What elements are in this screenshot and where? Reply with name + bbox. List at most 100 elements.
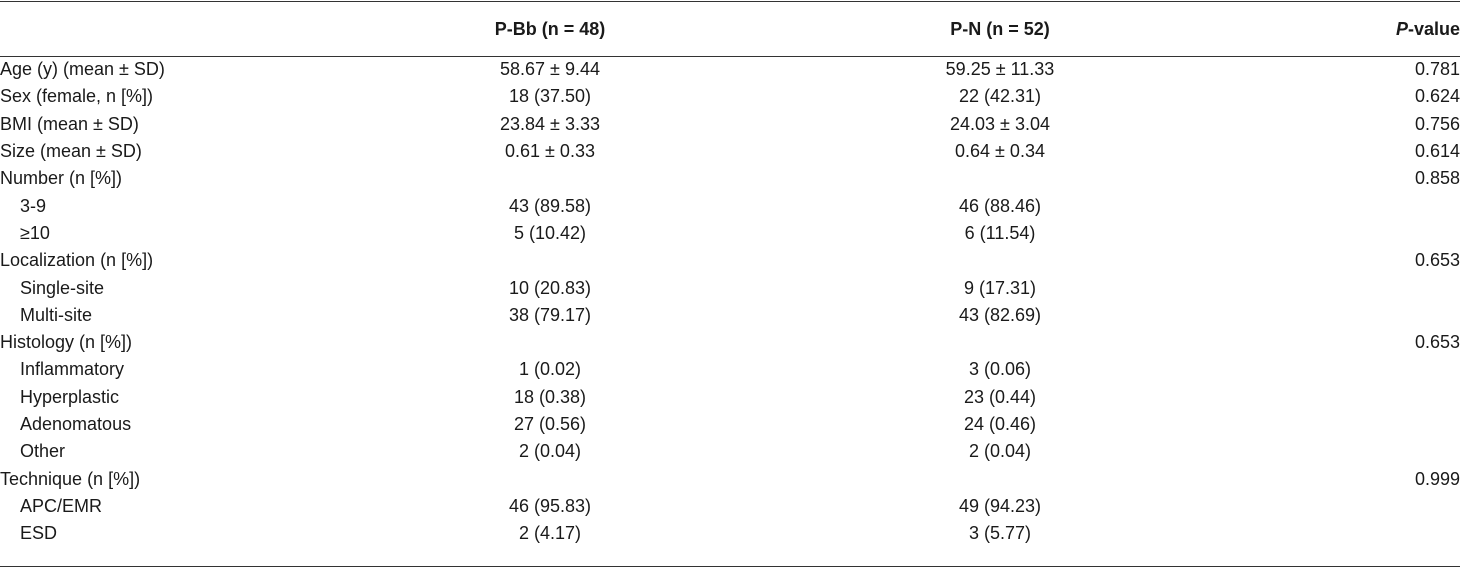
cell-pbb-value: 2 (4.17)	[518, 523, 582, 544]
table-row: Single-site 10 (20.83) 9 (17.31)	[0, 274, 1460, 301]
table-row: ESD 2 (4.17) 3 (5.77)	[0, 520, 1460, 547]
row-label: Age (y) (mean ± SD)	[0, 59, 165, 80]
cell-pbb-value: 23.84 ± 3.33	[500, 113, 600, 134]
cell-pn-value: 6 (11.54)	[964, 222, 1036, 243]
table-row: APC/EMR 46 (95.83) 49 (94.23)	[0, 493, 1460, 520]
header-p-italic: P	[1395, 18, 1408, 39]
row-label: APC/EMR	[20, 495, 103, 516]
table-row: Hyperplastic 18 (0.38) 23 (0.44)	[0, 384, 1460, 411]
table-row: BMI (mean ± SD) 23.84 ± 3.33 24.03 ± 3.04 0…	[0, 111, 1460, 138]
row-label: Adenomatous	[20, 414, 132, 434]
row-label: Size (mean ± SD)	[0, 141, 142, 162]
cell-p-value: 0.781	[1414, 59, 1460, 80]
cell-p-value	[1280, 192, 1460, 219]
cell-p-value: 0.999	[1414, 468, 1460, 489]
table-header: P-Bb (n = 48) P-N (n = 52) P-value	[0, 2, 1460, 56]
row-label: Sex (female, n [%])	[0, 86, 154, 107]
table-row: Age (y) (mean ± SD) 58.67 ± 9.44 59.25 ± 1…	[0, 56, 1460, 83]
cell-pbb-value: 10 (20.83)	[508, 277, 592, 298]
cell-p-value	[1280, 220, 1460, 247]
cell-pn-value: 46 (88.46)	[958, 195, 1042, 216]
cell-pn-value: 59.25 ± 11.33	[945, 59, 1055, 80]
row-label: Number (n [%])	[0, 168, 123, 189]
header-p-value: P-value	[1280, 2, 1460, 56]
cell-p-value	[1280, 438, 1460, 465]
cell-pbb-value: 0.61 ± 0.33	[505, 141, 595, 162]
cell-pbb-value: 18 (37.50)	[508, 86, 592, 107]
cell-p-value	[1280, 520, 1460, 547]
cell-pn-value	[720, 465, 1280, 492]
cell-pbb-value	[380, 465, 720, 492]
header-pn-group: P-N (n = 52)	[950, 18, 1050, 39]
cell-pn-value: 3 (0.06)	[968, 359, 1032, 380]
cell-pbb-value: 27 (0.56)	[513, 414, 587, 434]
table-body: Age (y) (mean ± SD) 58.67 ± 9.44 59.25 ± 1…	[0, 56, 1460, 547]
row-label: Inflammatory	[20, 359, 125, 380]
cell-p-value: 0.614	[1414, 141, 1460, 162]
cell-pbb-value: 43 (89.58)	[508, 195, 592, 216]
table-row: Histology (n [%]) 0.653	[0, 329, 1460, 356]
cell-pbb-value: 58.67 ± 9.44	[500, 59, 600, 80]
cell-pn-value: 3 (5.77)	[968, 523, 1032, 544]
cell-p-value	[1280, 274, 1460, 301]
row-label: BMI (mean ± SD)	[0, 113, 139, 134]
cell-pn-value: 24.03 ± 3.04	[950, 113, 1050, 134]
cell-pbb-value: 38 (79.17)	[508, 304, 592, 325]
cell-p-value: 0.624	[1414, 86, 1460, 107]
header-pbb-group: P-Bb (n = 48)	[494, 18, 606, 39]
row-label: 3-9	[20, 195, 47, 216]
cell-p-value	[1280, 493, 1460, 520]
cell-pbb-value	[380, 247, 720, 274]
cell-pbb-value	[380, 329, 720, 356]
cell-p-value: 0.653	[1414, 250, 1460, 271]
table-header-rule	[0, 56, 1460, 57]
cell-pn-value: 23 (0.44)	[963, 386, 1037, 407]
cell-pn-value: 9 (17.31)	[963, 277, 1037, 298]
row-label: Single-site	[20, 277, 105, 298]
cell-pbb-value	[380, 165, 720, 192]
cell-p-value	[1280, 356, 1460, 383]
cell-p-value	[1280, 411, 1460, 438]
row-label: Hyperplastic	[20, 386, 120, 407]
table-row: Adenomatous 27 (0.56) 24 (0.46)	[0, 411, 1460, 438]
row-label: ESD	[20, 523, 58, 544]
header-p-rest: -value	[1407, 18, 1460, 39]
cell-pbb-value: 46 (95.83)	[508, 495, 592, 516]
cell-p-value: 0.756	[1414, 113, 1460, 134]
table-row: Multi-site 38 (79.17) 43 (82.69)	[0, 302, 1460, 329]
table-row: Localization (n [%]) 0.653	[0, 247, 1460, 274]
table-row: Inflammatory 1 (0.02) 3 (0.06)	[0, 356, 1460, 383]
table-row: Number (n [%]) 0.858	[0, 165, 1460, 192]
table-row: Other 2 (0.04) 2 (0.04)	[0, 438, 1460, 465]
cell-p-value: 0.858	[1414, 168, 1460, 189]
header-label	[0, 2, 380, 56]
cell-pbb-value: 18 (0.38)	[513, 386, 587, 407]
row-label: ≥10	[20, 222, 50, 243]
cell-pbb-value: 2 (0.04)	[518, 441, 582, 462]
row-label: Multi-site	[20, 304, 93, 325]
cell-pn-value: 0.64 ± 0.34	[955, 141, 1045, 162]
cell-p-value	[1280, 384, 1460, 411]
cell-p-value: 0.653	[1414, 332, 1460, 353]
row-label: Histology (n [%])	[0, 332, 133, 353]
cell-pn-value	[720, 247, 1280, 274]
table-top-rule	[0, 1, 1460, 2]
cell-pn-value: 24 (0.46)	[963, 414, 1037, 434]
data-table: P-Bb (n = 48) P-N (n = 52) P-value Age (…	[0, 2, 1460, 547]
cell-pbb-value: 5 (10.42)	[513, 222, 587, 243]
cell-pn-value: 22 (42.31)	[958, 86, 1042, 107]
cell-pn-value: 2 (0.04)	[968, 441, 1032, 462]
header-row: P-Bb (n = 48) P-N (n = 52) P-value	[0, 2, 1460, 56]
row-label: Localization (n [%])	[0, 250, 154, 271]
table-row: Size (mean ± SD) 0.61 ± 0.33 0.64 ± 0.34 0.…	[0, 138, 1460, 165]
table-bottom-rule	[0, 566, 1460, 567]
cell-pn-value: 49 (94.23)	[958, 495, 1042, 516]
row-label: Technique (n [%])	[0, 468, 141, 489]
cell-pbb-value: 1 (0.02)	[518, 359, 582, 380]
table-row: Technique (n [%]) 0.999	[0, 465, 1460, 492]
cell-pn-value	[720, 165, 1280, 192]
table-row: Sex (female, n [%]) 18 (37.50) 22 (42.31) 0…	[0, 83, 1460, 110]
cell-pn-value	[720, 329, 1280, 356]
cell-p-value	[1280, 302, 1460, 329]
